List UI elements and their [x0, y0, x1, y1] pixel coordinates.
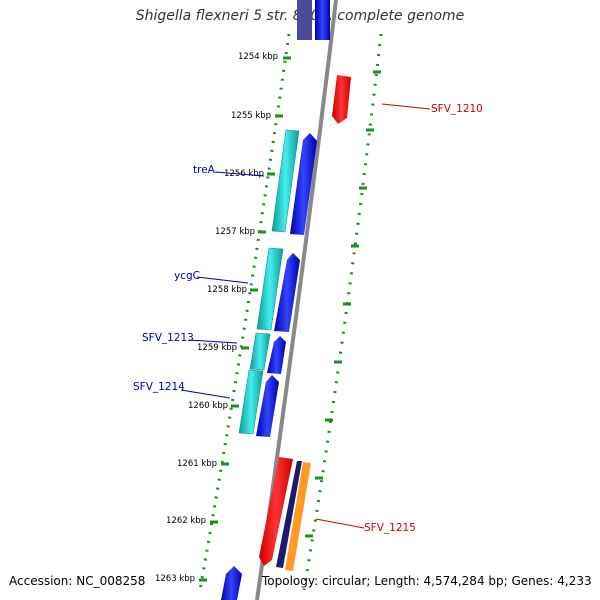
feature-sfv-1213-cds [267, 336, 286, 374]
feature-partial-top-dark [297, 0, 312, 40]
accession-text: Accession: NC_008258 [9, 574, 146, 588]
major-ticks [199, 56, 381, 582]
feature-sfv-1210 [332, 75, 351, 124]
feature-ycgc-cds [274, 253, 300, 332]
feature-partial-top-blue [315, 0, 330, 40]
tick-label: 1262 kbp [166, 516, 206, 526]
feature-sfv-1214-cds [256, 375, 279, 437]
tick-label: 1255 kbp [231, 111, 271, 121]
gene-label-sfv-1215: SFV_1215 [364, 522, 416, 534]
tick-label: 1257 kbp [215, 227, 255, 237]
feature-sfv-1215-dark [276, 461, 302, 568]
tick-label: 1263 kbp [155, 574, 195, 584]
feature-sfv-1214-gene [238, 369, 264, 435]
leader-trea [214, 171, 265, 177]
genome-summary-text: Topology: circular; Length: 4,574,284 bp… [262, 574, 592, 588]
tick-label: 1259 kbp [197, 343, 237, 353]
tick-label: 1258 kbp [207, 285, 247, 295]
tick-label: 1254 kbp [238, 52, 278, 62]
feature-trea-gene [271, 129, 300, 233]
gene-labels: treA ycgC SFV_1213 SFV_1214 SFV_1210 SFV… [133, 103, 483, 534]
gene-label-sfv-1213: SFV_1213 [142, 332, 194, 344]
feature-sfv-1213-gene [249, 332, 271, 371]
gene-label-ycgc: ycgC [174, 270, 200, 282]
leader-sfv-1210 [381, 103, 431, 110]
gene-label-sfv-1210: SFV_1210 [431, 103, 483, 115]
feature-sfv-1215-red [259, 457, 293, 566]
leader-sfv-1213 [188, 339, 238, 344]
feature-sfv-1215-orange [285, 462, 311, 571]
feature-partial-bottom-blue [221, 566, 242, 600]
feature-ycgc-gene [256, 247, 284, 331]
tick-label: 1260 kbp [188, 401, 228, 411]
leader-sfv-1214 [180, 389, 231, 399]
feature-trea-cds [290, 133, 317, 235]
gene-label-trea: treA [193, 164, 216, 176]
gene-label-sfv-1214: SFV_1214 [133, 381, 185, 393]
leader-ycgc [196, 276, 249, 284]
tick-track-inner [198, 33, 291, 591]
leader-sfv-1215 [315, 518, 365, 529]
tick-label: 1261 kbp [177, 459, 217, 469]
label-leaders [180, 103, 431, 529]
